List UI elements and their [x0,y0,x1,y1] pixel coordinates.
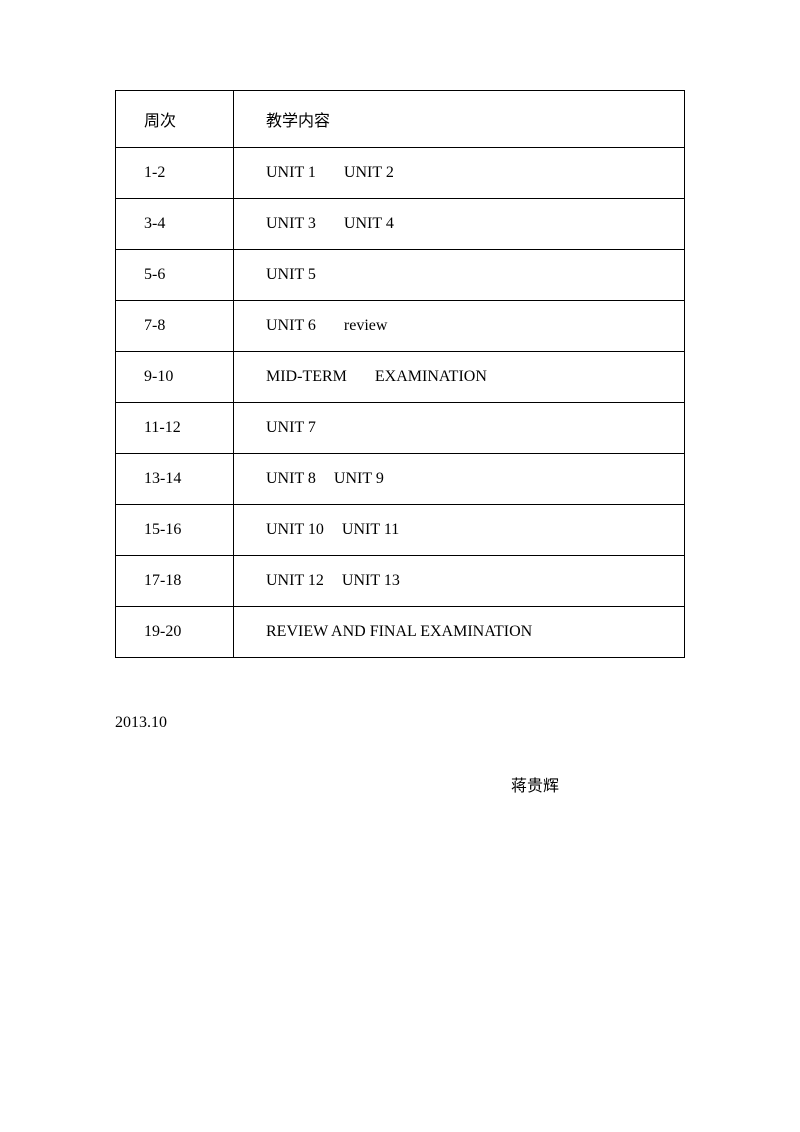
cell-content: UNIT 10 UNIT 11 [234,505,685,556]
table-row: 1-2 UNIT 1 UNIT 2 [116,148,685,199]
page-container: 周次 教学内容 1-2 UNIT 1 UNIT 2 3-4 UNIT 3 UNIT 4 5-… [0,0,800,796]
table-row: 3-4 UNIT 3 UNIT 4 [116,199,685,250]
cell-week: 9-10 [116,352,234,403]
cell-week: 7-8 [116,301,234,352]
cell-content: UNIT 7 [234,403,685,454]
cell-content: UNIT 5 [234,250,685,301]
cell-content: UNIT 8 UNIT 9 [234,454,685,505]
content-part: UNIT 10 [266,521,324,538]
content-part: REVIEW AND FINAL EXAMINATION [266,623,532,640]
content-part: UNIT 13 [342,572,400,589]
cell-week: 17-18 [116,556,234,607]
table-body: 周次 教学内容 1-2 UNIT 1 UNIT 2 3-4 UNIT 3 UNIT 4 5-… [116,91,685,658]
cell-content: UNIT 3 UNIT 4 [234,199,685,250]
cell-week: 19-20 [116,607,234,658]
cell-week: 5-6 [116,250,234,301]
author-text: 蒋贵辉 [115,772,685,796]
content-part: UNIT 8 [266,470,316,487]
cell-week: 15-16 [116,505,234,556]
cell-week: 1-2 [116,148,234,199]
cell-content: REVIEW AND FINAL EXAMINATION [234,607,685,658]
table-header-row: 周次 教学内容 [116,91,685,148]
content-part: UNIT 5 [266,266,316,283]
content-part: UNIT 7 [266,419,316,436]
table-row: 7-8 UNIT 6 review [116,301,685,352]
table-row: 13-14 UNIT 8 UNIT 9 [116,454,685,505]
cell-content: UNIT 12 UNIT 13 [234,556,685,607]
table-row: 5-6 UNIT 5 [116,250,685,301]
header-content: 教学内容 [234,91,685,148]
content-part: UNIT 1 [266,164,316,181]
content-part: UNIT 11 [342,521,399,538]
cell-content: UNIT 6 review [234,301,685,352]
content-part: MID-TERM [266,368,347,385]
table-row: 19-20 REVIEW AND FINAL EXAMINATION [116,607,685,658]
table-row: 11-12 UNIT 7 [116,403,685,454]
content-part: UNIT 6 [266,317,316,334]
content-part: UNIT 2 [344,164,394,181]
table-row: 15-16 UNIT 10 UNIT 11 [116,505,685,556]
cell-content: UNIT 1 UNIT 2 [234,148,685,199]
content-part: UNIT 12 [266,572,324,589]
content-part: UNIT 4 [344,215,394,232]
cell-content: MID-TERM EXAMINATION [234,352,685,403]
cell-week: 11-12 [116,403,234,454]
table-row: 9-10 MID-TERM EXAMINATION [116,352,685,403]
schedule-table: 周次 教学内容 1-2 UNIT 1 UNIT 2 3-4 UNIT 3 UNIT 4 5-… [115,90,685,658]
table-row: 17-18 UNIT 12 UNIT 13 [116,556,685,607]
cell-week: 13-14 [116,454,234,505]
header-week: 周次 [116,91,234,148]
content-part: EXAMINATION [375,368,487,385]
cell-week: 3-4 [116,199,234,250]
date-text: 2013.10 [115,714,685,732]
content-part: UNIT 3 [266,215,316,232]
content-part: review [344,317,388,334]
content-part: UNIT 9 [334,470,384,487]
